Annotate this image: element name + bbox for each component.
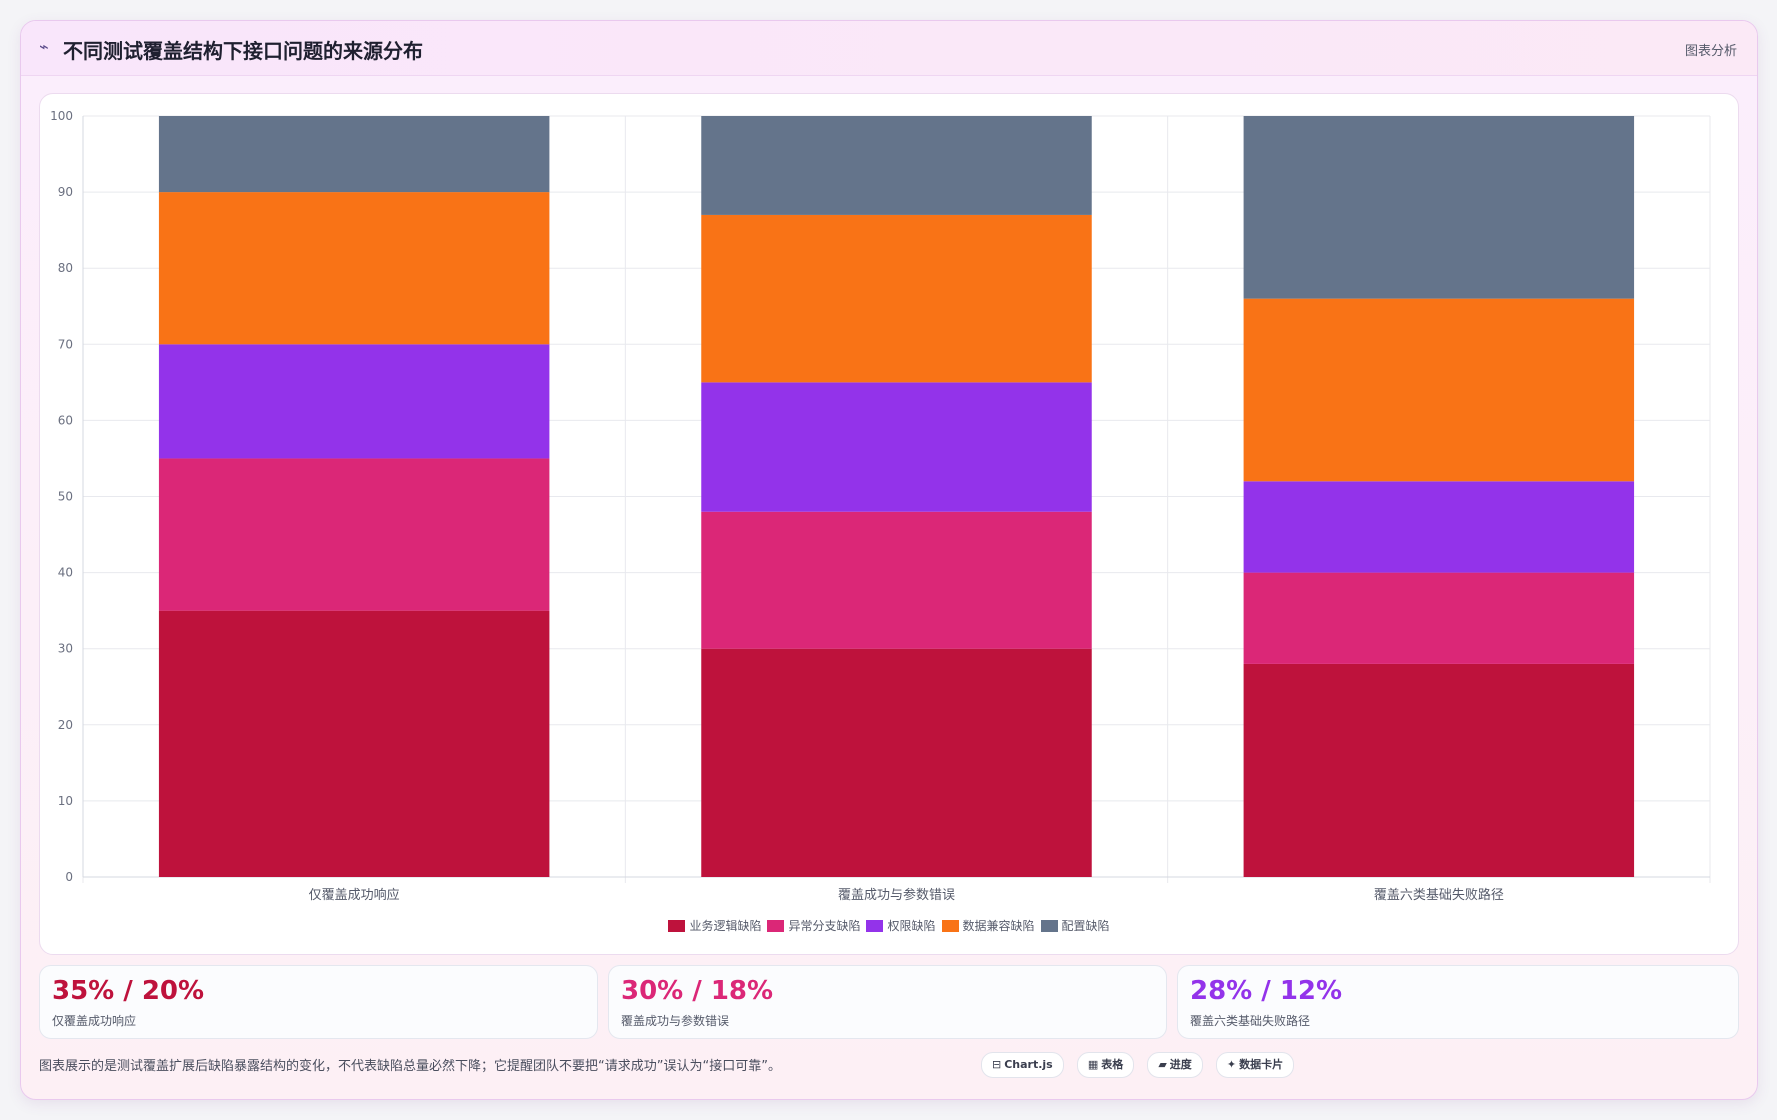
bar-segment xyxy=(158,192,550,345)
table-icon: ▦ xyxy=(1087,1058,1099,1071)
stat-label: 覆盖六类基础失败路径 xyxy=(1190,1014,1311,1028)
chip-table[interactable]: ▦ 表格 xyxy=(1076,1052,1135,1078)
progress-icon: ▰ xyxy=(1158,1058,1167,1071)
chart-footnote: 图表展示的是测试覆盖扩展后缺陷暴露结构的变化，不代表缺陷总量必然下降；它提醒团队… xyxy=(39,1059,781,1074)
legend-swatch xyxy=(1040,920,1058,932)
stat-card-success-and-param-error: 30% / 18% 覆盖成功与参数错误 xyxy=(608,965,1167,1039)
chip-label: 表格 xyxy=(1101,1058,1124,1071)
legend-item[interactable]: 数据兼容缺陷 xyxy=(941,917,1035,934)
y-tick-label: 50 xyxy=(58,490,73,504)
y-tick-label: 40 xyxy=(58,566,73,580)
legend-swatch xyxy=(767,920,785,932)
bar-segment xyxy=(158,458,550,611)
bar-segment xyxy=(158,116,550,193)
wave-icon: ⌁ xyxy=(39,37,49,56)
y-tick-label: 70 xyxy=(58,337,73,351)
bar-segment xyxy=(1243,663,1635,877)
page-title: 不同测试覆盖结构下接口问题的来源分布 xyxy=(63,39,423,63)
y-tick-label: 100 xyxy=(50,109,73,123)
x-tick-label: 覆盖成功与参数错误 xyxy=(838,887,955,903)
sparkle-icon: ✦ xyxy=(1226,1058,1237,1071)
chip-label: 进度 xyxy=(1169,1058,1192,1071)
stat-label: 仅覆盖成功响应 xyxy=(52,1014,137,1028)
bar-segment xyxy=(1243,572,1635,664)
legend-label: 权限缺陷 xyxy=(887,919,936,933)
legend-swatch xyxy=(941,920,959,932)
legend-label: 数据兼容缺陷 xyxy=(962,919,1035,933)
bar-segment xyxy=(1243,298,1635,482)
bar-segment xyxy=(701,382,1092,512)
chart-icon: ⊟ xyxy=(992,1058,1002,1071)
chip-chartjs[interactable]: ⊟ Chart.js xyxy=(981,1052,1064,1078)
legend-label: 配置缺陷 xyxy=(1061,919,1110,933)
legend-item[interactable]: 配置缺陷 xyxy=(1040,917,1110,934)
y-tick-label: 80 xyxy=(58,261,73,275)
stat-card-six-failure-paths: 28% / 12% 覆盖六类基础失败路径 xyxy=(1177,965,1739,1039)
y-tick-label: 60 xyxy=(58,413,73,427)
feature-chips: ⊟ Chart.js ▦ 表格 ▰ 进度 ✦ 数据卡片 xyxy=(981,1052,1302,1078)
stat-value: 35% / 20% xyxy=(52,976,205,1006)
stat-card-success-only: 35% / 20% 仅覆盖成功响应 xyxy=(39,965,598,1039)
bar-segment xyxy=(701,648,1092,877)
panel-header: ⌁ 不同测试覆盖结构下接口问题的来源分布 图表分析 xyxy=(21,21,1757,76)
y-tick-label: 90 xyxy=(58,185,73,199)
legend-swatch xyxy=(866,920,884,932)
bar-segment xyxy=(701,214,1092,383)
x-tick-label: 仅覆盖成功响应 xyxy=(309,887,400,903)
y-tick-label: 20 xyxy=(58,718,73,732)
bar-segment xyxy=(1243,116,1635,299)
stat-label: 覆盖成功与参数错误 xyxy=(621,1014,730,1028)
chip-progress[interactable]: ▰ 进度 xyxy=(1147,1052,1203,1078)
stat-value: 30% / 18% xyxy=(621,976,774,1006)
stat-value: 28% / 12% xyxy=(1190,976,1343,1006)
bar-segment xyxy=(701,511,1092,649)
chip-label: Chart.js xyxy=(1004,1058,1053,1071)
legend-item[interactable]: 权限缺陷 xyxy=(866,917,936,934)
bar-segment xyxy=(158,344,550,459)
bar-segment xyxy=(1243,481,1635,573)
chip-label: 数据卡片 xyxy=(1239,1058,1284,1071)
chart-card: 0 10 20 30 40 50 60 70 80 90 100 仅覆盖成功响应 覆盖成功与参数错误 覆盖… xyxy=(39,93,1739,955)
stacked-bar-chart: 0 10 20 30 40 50 60 70 80 90 100 仅覆盖成功响应 覆盖成功与参数错误 覆盖… xyxy=(50,109,1711,903)
legend-label: 业务逻辑缺陷 xyxy=(689,919,762,933)
y-tick-label: 30 xyxy=(58,642,73,656)
chart-legend: 业务逻辑缺陷 异常分支缺陷 权限缺陷 数据兼容缺陷 配置缺陷 xyxy=(40,917,1738,934)
y-tick-label: 0 xyxy=(65,870,73,884)
legend-swatch xyxy=(668,920,686,932)
legend-label: 异常分支缺陷 xyxy=(788,919,861,933)
x-tick-label: 覆盖六类基础失败路径 xyxy=(1374,887,1504,903)
y-tick-label: 10 xyxy=(58,794,73,808)
chart-panel: ⌁ 不同测试覆盖结构下接口问题的来源分布 图表分析 0 10 20 30 40 50 60 7… xyxy=(20,20,1758,1100)
chip-data-card[interactable]: ✦ 数据卡片 xyxy=(1215,1052,1295,1078)
bar-segment xyxy=(158,610,550,877)
legend-item[interactable]: 异常分支缺陷 xyxy=(767,917,860,934)
bar-segment xyxy=(701,116,1092,215)
chart-analysis-tag: 图表分析 xyxy=(1684,44,1737,59)
legend-item[interactable]: 业务逻辑缺陷 xyxy=(668,917,761,934)
